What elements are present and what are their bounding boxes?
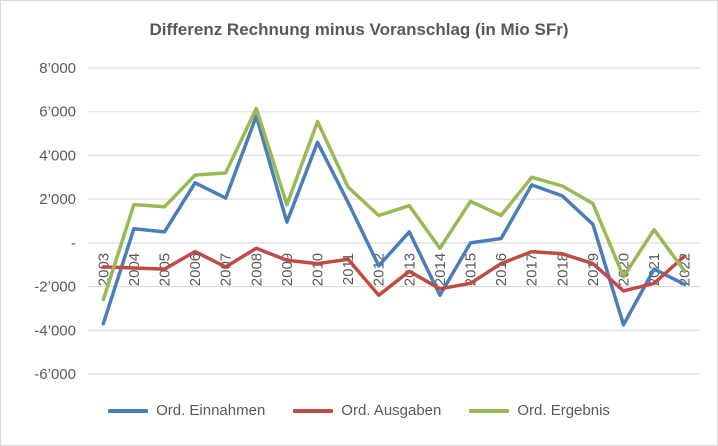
y-tick-label: -6’000 (34, 366, 76, 383)
x-tick-label: 2008 (248, 253, 265, 286)
x-tick-label: 2015 (463, 253, 480, 286)
legend: Ord. Einnahmen Ord. Ausgaben Ord. Ergebnis (0, 402, 718, 419)
y-tick-label: - (71, 235, 76, 252)
legend-item: Ord. Einnahmen (108, 402, 265, 419)
legend-swatch (469, 408, 510, 413)
x-tick-label: 2013 (401, 253, 418, 286)
x-tick-label: 2018 (554, 253, 571, 286)
series-line-2 (101, 246, 687, 298)
series-line-1 (101, 114, 687, 327)
x-tick-label: 2006 (187, 253, 204, 286)
y-tick-label: 6’000 (39, 104, 76, 121)
y-tick-label: -4’000 (34, 322, 76, 339)
x-tick-label: 2003 (95, 253, 112, 286)
y-tick-label: 8’000 (39, 60, 76, 77)
x-tick-label: 2017 (524, 253, 541, 286)
series-line-3 (101, 106, 687, 302)
legend-label: Ord. Ergebnis (517, 402, 610, 419)
legend-label: Ord. Ausgaben (341, 402, 442, 419)
legend-label: Ord. Einnahmen (156, 402, 266, 419)
legend-item: Ord. Ergebnis (469, 402, 610, 419)
x-tick-label: 2007 (218, 253, 235, 286)
x-tick-label: 2014 (432, 253, 449, 286)
x-tick-label: 2016 (493, 253, 510, 286)
legend-item: Ord. Ausgaben (293, 402, 441, 419)
legend-swatch (293, 408, 334, 413)
y-tick-label: 2’000 (39, 191, 76, 208)
legend-swatch (108, 408, 149, 413)
y-tick-label: -2’000 (34, 279, 76, 296)
x-tick-label: 2020 (616, 253, 633, 286)
x-tick-label: 2010 (310, 253, 327, 286)
chart-title: Differenz Rechnung minus Voranschlag (in… (149, 20, 569, 39)
y-tick-label: 4’000 (39, 147, 76, 164)
